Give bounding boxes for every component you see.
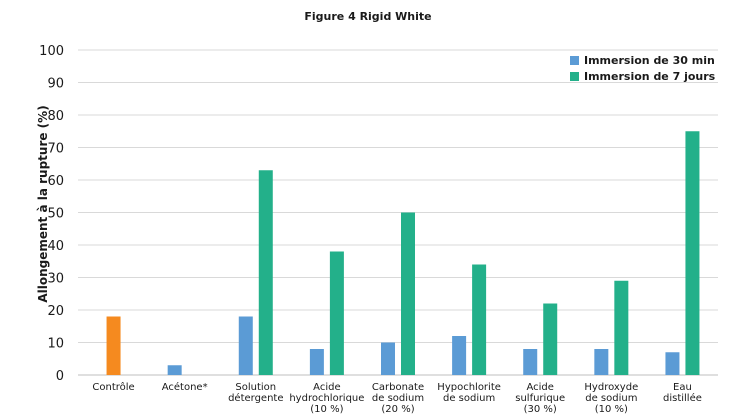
bar-series-2: [401, 212, 415, 375]
legend-label: Immersion de 7 jours: [584, 70, 716, 83]
bar-series-2: [543, 303, 558, 375]
gridlines: [78, 49, 718, 376]
x-tick-label: Hydroxyde de sodium (10 %): [584, 382, 638, 415]
x-tick-label: Carbonate de sodium (20 %): [372, 382, 424, 415]
legend-swatch: [570, 72, 579, 81]
bar-series-2: [472, 264, 487, 375]
y-tick-label: 40: [47, 239, 64, 254]
bar-series-1: [238, 316, 253, 375]
bar-series-2: [685, 131, 700, 375]
y-axis-label: Allongement à la rupture (%): [36, 105, 50, 302]
x-tick-labels: Contrôle Acétone* Solution détergente Acide h…: [92, 381, 701, 415]
bar-series-1: [523, 349, 538, 375]
bars: [106, 131, 700, 375]
x-tick-label: Eau distillée: [663, 382, 702, 404]
x-tick-label: Acétone*: [162, 381, 208, 393]
chart-title: Figure 4 Rigid White: [304, 10, 431, 23]
y-tick-label: 50: [47, 207, 64, 222]
x-tick-label: Solution détergente: [228, 382, 283, 404]
bar-control: [106, 316, 121, 375]
bar-series-1: [167, 365, 182, 375]
bar-series-1: [381, 342, 395, 375]
y-tick-labels: 0 10 20 30 40 50 60 70 80 90 100: [39, 44, 64, 384]
y-tick-label: 0: [56, 369, 64, 384]
x-tick-label: Hypochlorite de sodium: [437, 382, 501, 404]
y-tick-label: 90: [47, 77, 64, 92]
y-tick-label: 20: [47, 304, 64, 319]
y-tick-label: 100: [39, 44, 64, 59]
y-tick-label: 80: [47, 109, 64, 124]
x-tick-label: Acide hydrochlorique (10 %): [289, 382, 364, 415]
bar-series-1: [452, 336, 467, 375]
y-tick-label: 60: [47, 174, 64, 189]
bar-series-1: [309, 349, 324, 375]
bar-series-1: [665, 352, 680, 375]
legend-label: Immersion de 30 min: [584, 54, 715, 67]
legend-swatch: [570, 56, 579, 65]
bar-series-2: [329, 251, 344, 375]
y-tick-label: 70: [47, 142, 64, 157]
bar-series-2: [614, 280, 629, 375]
legend: Immersion de 30 min Immersion de 7 jours: [570, 54, 716, 83]
x-tick-label: Acide sulfurique (30 %): [515, 382, 565, 415]
bar-series-1: [594, 349, 609, 375]
bar-series-2: [258, 170, 273, 375]
y-tick-label: 10: [47, 337, 64, 352]
y-tick-label: 30: [47, 272, 64, 287]
x-tick-label: Contrôle: [92, 381, 134, 393]
